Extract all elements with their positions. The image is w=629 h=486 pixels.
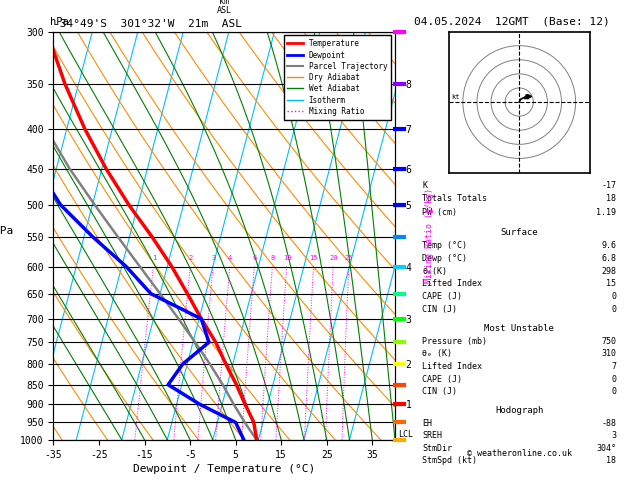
Text: 0: 0 [611, 305, 616, 314]
Text: CIN (J): CIN (J) [422, 387, 457, 396]
Text: Pressure (mb): Pressure (mb) [422, 337, 487, 346]
Text: 15: 15 [309, 255, 318, 261]
Text: Surface: Surface [501, 228, 538, 237]
Text: 04.05.2024  12GMT  (Base: 12): 04.05.2024 12GMT (Base: 12) [414, 17, 610, 27]
Y-axis label: hPa: hPa [0, 226, 14, 236]
Text: 6.8: 6.8 [601, 254, 616, 263]
Text: StmSpd (kt): StmSpd (kt) [422, 456, 477, 465]
X-axis label: Dewpoint / Temperature (°C): Dewpoint / Temperature (°C) [133, 464, 315, 474]
Text: 18: 18 [606, 194, 616, 204]
Legend: Temperature, Dewpoint, Parcel Trajectory, Dry Adiabat, Wet Adiabat, Isotherm, Mi: Temperature, Dewpoint, Parcel Trajectory… [284, 35, 391, 120]
Text: hPa: hPa [50, 17, 69, 27]
Text: 3: 3 [211, 255, 216, 261]
Text: 1.19: 1.19 [596, 208, 616, 217]
Text: CAPE (J): CAPE (J) [422, 375, 462, 383]
Text: Lifted Index: Lifted Index [422, 279, 482, 288]
Text: θₑ (K): θₑ (K) [422, 349, 452, 358]
Text: Hodograph: Hodograph [495, 406, 543, 415]
Text: Mixing Ratio (g/kg): Mixing Ratio (g/kg) [425, 188, 434, 283]
Text: 3: 3 [611, 431, 616, 440]
Text: 304°: 304° [596, 444, 616, 452]
Text: 298: 298 [601, 266, 616, 276]
Text: km
ASL: km ASL [217, 0, 231, 15]
Text: SREH: SREH [422, 431, 442, 440]
Text: Totals Totals: Totals Totals [422, 194, 487, 204]
Text: © weatheronline.co.uk: © weatheronline.co.uk [467, 449, 572, 458]
Text: LCL: LCL [398, 430, 413, 439]
Text: 15: 15 [606, 279, 616, 288]
Text: 18: 18 [606, 456, 616, 465]
Text: 0: 0 [611, 292, 616, 301]
Text: 0: 0 [611, 375, 616, 383]
Text: 1: 1 [152, 255, 156, 261]
Text: 7: 7 [611, 362, 616, 371]
Text: PW (cm): PW (cm) [422, 208, 457, 217]
Text: Dewp (°C): Dewp (°C) [422, 254, 467, 263]
Text: Most Unstable: Most Unstable [484, 324, 554, 333]
Text: kt: kt [452, 94, 460, 100]
Text: 8: 8 [270, 255, 275, 261]
Text: EH: EH [422, 418, 432, 428]
Text: 10: 10 [283, 255, 291, 261]
Text: 310: 310 [601, 349, 616, 358]
Text: 0: 0 [611, 387, 616, 396]
Text: Lifted Index: Lifted Index [422, 362, 482, 371]
Text: Temp (°C): Temp (°C) [422, 241, 467, 250]
Text: 750: 750 [601, 337, 616, 346]
Text: 4: 4 [228, 255, 233, 261]
Text: 6: 6 [253, 255, 257, 261]
Text: 9.6: 9.6 [601, 241, 616, 250]
Text: 20: 20 [329, 255, 338, 261]
Text: 2: 2 [189, 255, 193, 261]
Text: StmDir: StmDir [422, 444, 452, 452]
Text: 25: 25 [345, 255, 353, 261]
Text: -88: -88 [601, 418, 616, 428]
Text: CAPE (J): CAPE (J) [422, 292, 462, 301]
Text: θₑ(K): θₑ(K) [422, 266, 447, 276]
Text: K: K [422, 181, 427, 190]
Text: -17: -17 [601, 181, 616, 190]
Text: CIN (J): CIN (J) [422, 305, 457, 314]
Text: -34°49'S  301°32'W  21m  ASL: -34°49'S 301°32'W 21m ASL [53, 19, 242, 30]
